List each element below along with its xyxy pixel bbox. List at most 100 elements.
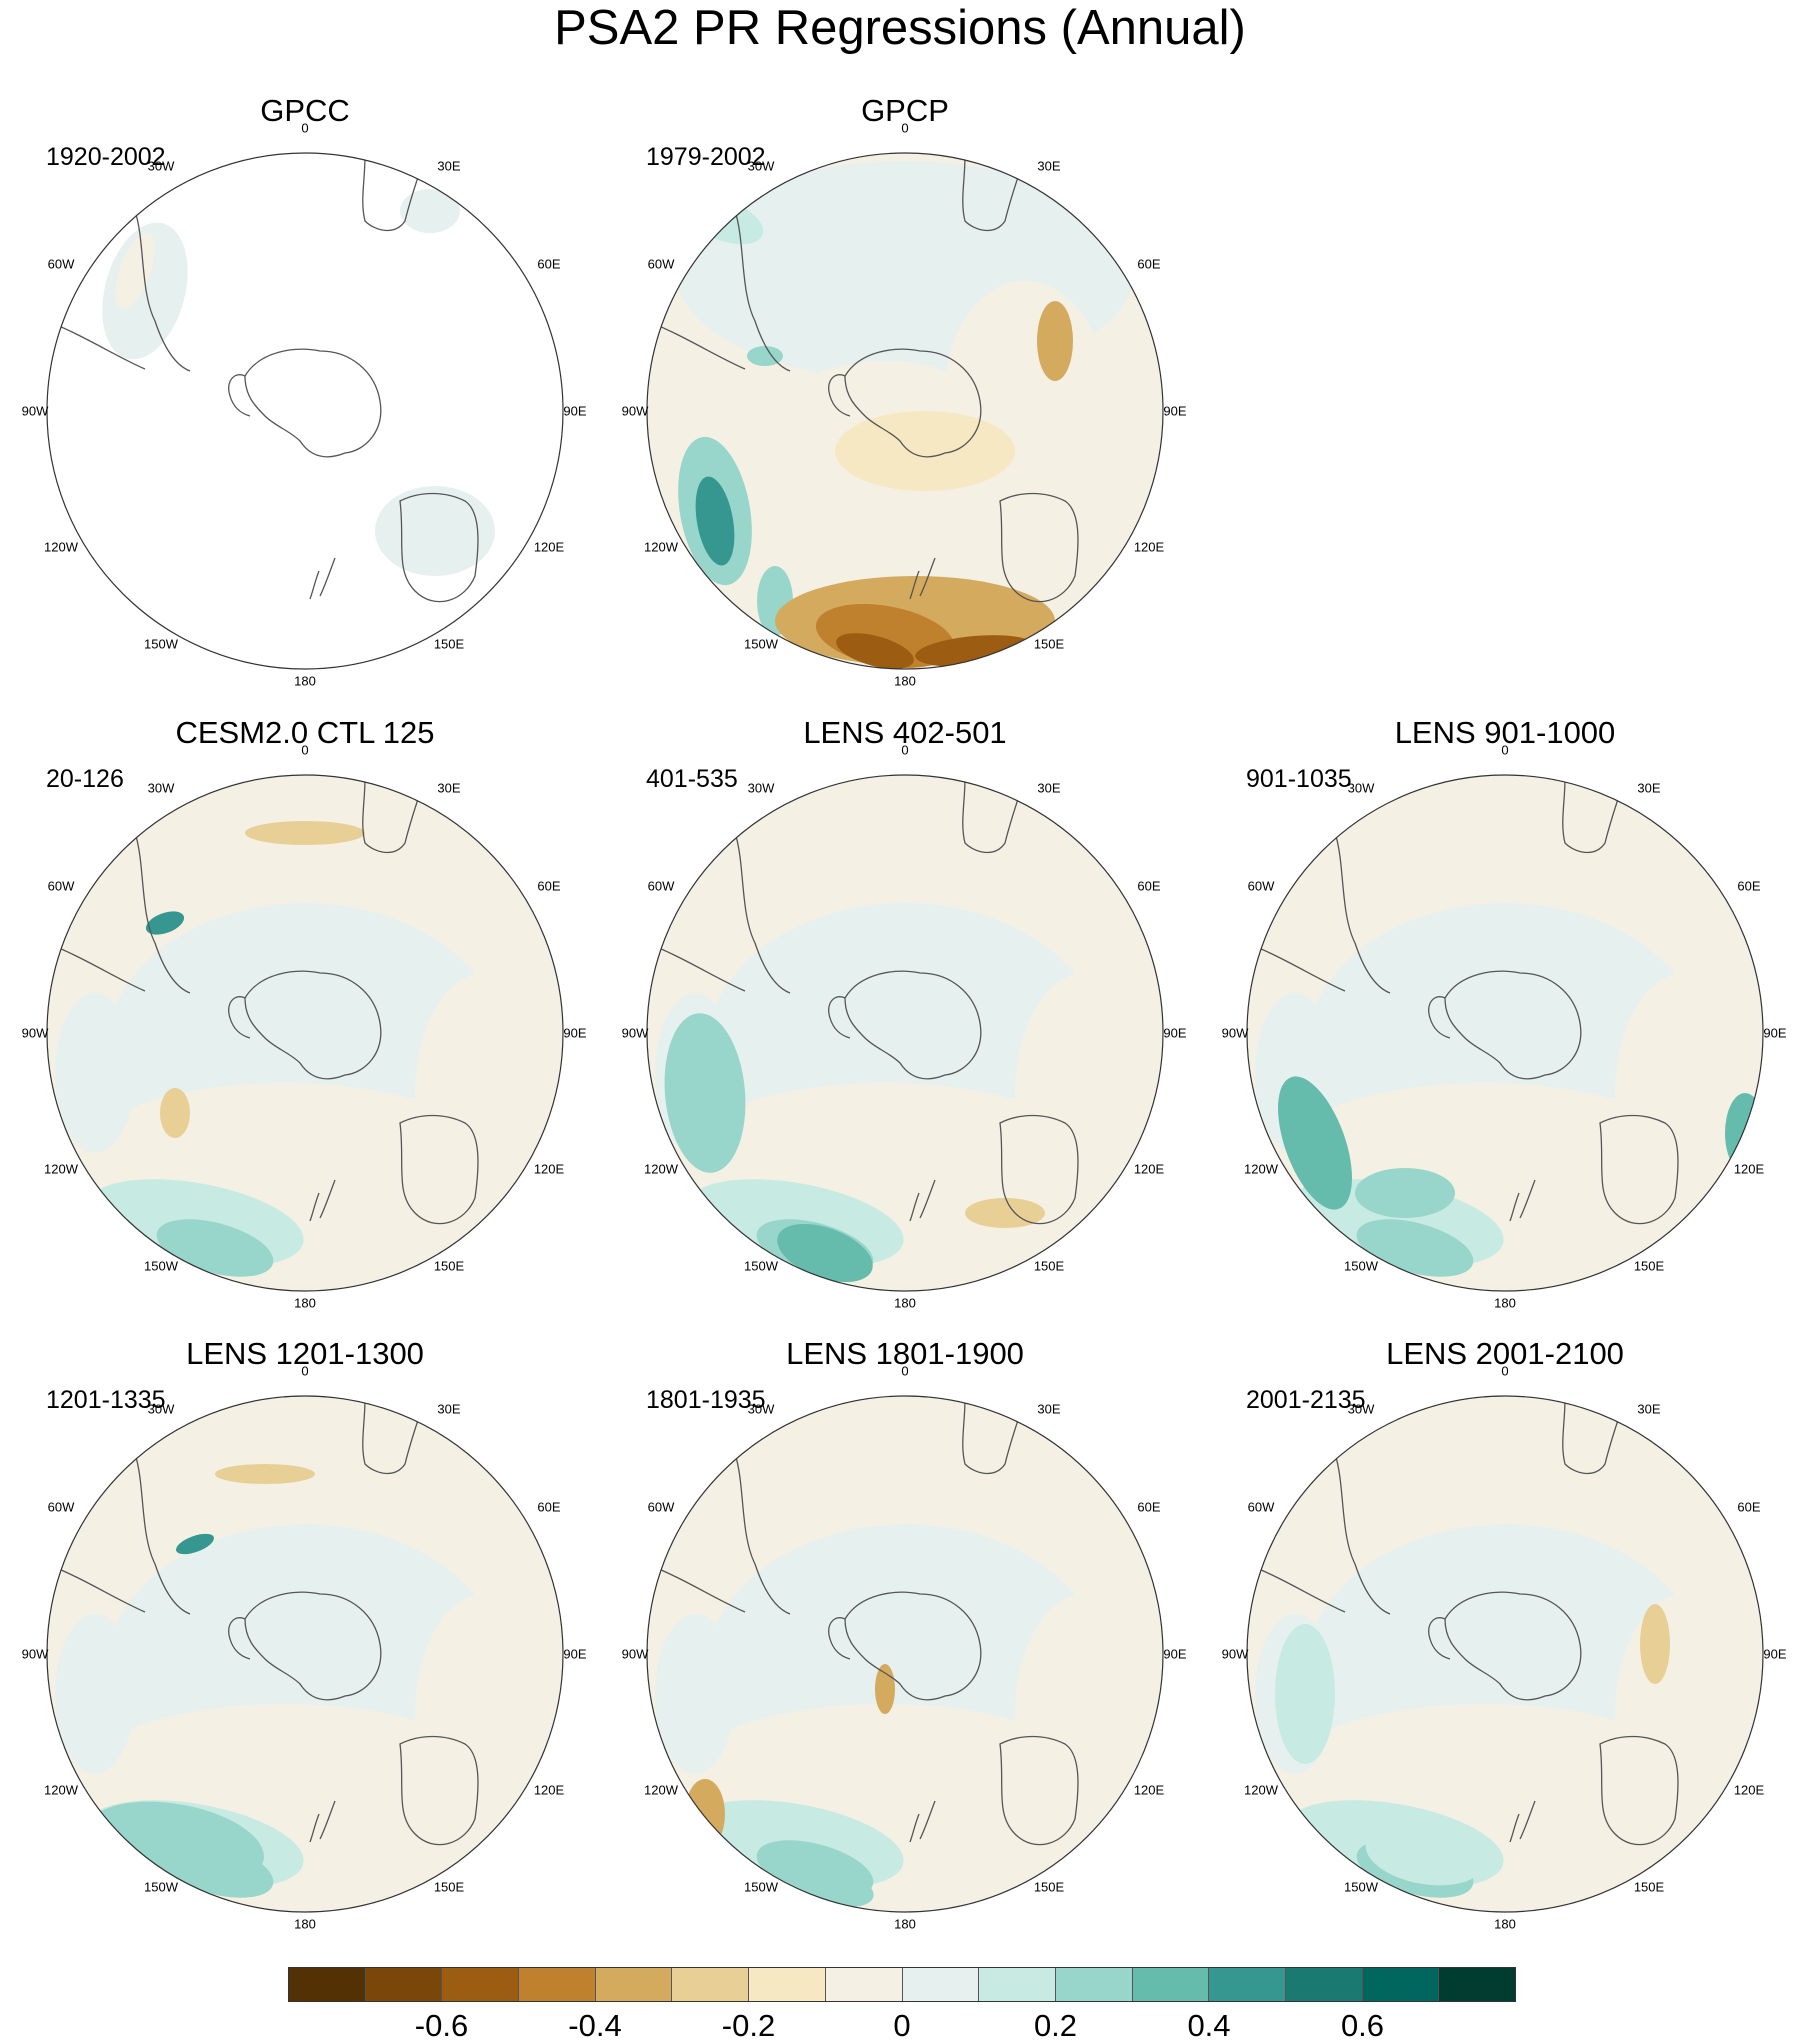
longitude-label: 60W bbox=[647, 878, 675, 894]
coastline bbox=[909, 1179, 936, 1222]
coastline bbox=[1562, 1398, 1621, 1475]
panel-title: GPCC bbox=[260, 93, 350, 128]
coastline bbox=[1599, 1114, 1679, 1225]
longitude-label: 90E bbox=[1163, 403, 1187, 419]
shaded-region bbox=[1278, 1076, 1352, 1210]
shaded-region bbox=[245, 821, 365, 845]
coastline bbox=[999, 1114, 1079, 1225]
longitude-label: 90E bbox=[563, 1646, 587, 1662]
longitude-label: 120W bbox=[644, 1782, 678, 1798]
coastline bbox=[734, 1453, 791, 1615]
coastline bbox=[828, 1617, 851, 1660]
coastline bbox=[734, 832, 791, 994]
colorbar-tick-label: -0.2 bbox=[721, 2008, 776, 2043]
longitude-label: 150W bbox=[144, 1258, 178, 1274]
shaded-region bbox=[75, 775, 535, 953]
shaded-region bbox=[1275, 775, 1735, 953]
colorbar-swatch bbox=[1284, 1968, 1362, 2001]
longitude-label: 60W bbox=[47, 256, 75, 272]
longitude-label: 0 bbox=[301, 120, 309, 136]
longitude-label: 0 bbox=[1501, 742, 1509, 758]
polar-map bbox=[646, 152, 1164, 670]
longitude-label: 0 bbox=[901, 742, 909, 758]
longitude-label: 120E bbox=[533, 1782, 565, 1798]
longitude-label: 150E bbox=[433, 1879, 465, 1895]
polar-map bbox=[646, 774, 1164, 1292]
polar-map bbox=[646, 1395, 1164, 1913]
longitude-label: 120W bbox=[44, 1782, 78, 1798]
shaded-region bbox=[75, 1396, 535, 1574]
coastline bbox=[962, 1398, 1021, 1475]
map-field bbox=[647, 1396, 1163, 1912]
panel-title: LENS 1201-1300 bbox=[186, 1336, 424, 1371]
longitude-label: 90E bbox=[1763, 1646, 1787, 1662]
colorbar-swatch bbox=[901, 1968, 979, 2001]
map-field bbox=[47, 153, 563, 669]
longitude-label: 90E bbox=[1163, 1646, 1187, 1662]
shaded-region bbox=[1037, 301, 1073, 381]
coastline bbox=[962, 155, 1021, 232]
polar-map bbox=[1246, 1395, 1764, 1913]
shaded-region bbox=[400, 189, 460, 233]
map-boundary bbox=[646, 774, 1164, 1292]
shaded-region bbox=[415, 973, 555, 1213]
longitude-label: 0 bbox=[301, 742, 309, 758]
colorbar bbox=[288, 1967, 1516, 2002]
shaded-region bbox=[215, 1464, 315, 1484]
coastline bbox=[399, 492, 479, 603]
longitude-label: 0 bbox=[301, 1363, 309, 1379]
longitude-label: 150W bbox=[1344, 1879, 1378, 1895]
shaded-region bbox=[1615, 1594, 1755, 1834]
coastline bbox=[1428, 996, 1451, 1039]
longitude-label: 180 bbox=[1494, 1916, 1516, 1932]
colorbar-swatch bbox=[1438, 1968, 1515, 2001]
longitude-label: 90E bbox=[1163, 1025, 1187, 1041]
longitude-label: 60E bbox=[537, 256, 561, 272]
longitude-label: 30E bbox=[437, 1401, 461, 1417]
longitude-label: 60E bbox=[537, 1499, 561, 1515]
shaded-region bbox=[1015, 1594, 1155, 1834]
map-field bbox=[47, 775, 563, 1291]
panel-title: LENS 402-501 bbox=[803, 715, 1007, 750]
longitude-label: 120W bbox=[644, 539, 678, 555]
longitude-label: 90W bbox=[21, 403, 49, 419]
colorbar-swatch bbox=[671, 1968, 749, 2001]
coastline bbox=[1599, 1735, 1679, 1846]
shaded-region bbox=[415, 1594, 555, 1834]
longitude-label: 150E bbox=[1033, 1879, 1065, 1895]
longitude-label: 90W bbox=[1221, 1646, 1249, 1662]
longitude-label: 60W bbox=[1247, 1499, 1275, 1515]
colorbar-swatch bbox=[1208, 1968, 1285, 2001]
longitude-label: 30E bbox=[437, 158, 461, 174]
panel-period-label: 401-535 bbox=[646, 765, 738, 793]
panel-title: LENS 2001-2100 bbox=[1386, 1336, 1624, 1371]
colorbar-swatch bbox=[748, 1968, 825, 2001]
longitude-label: 90W bbox=[21, 1646, 49, 1662]
coastline bbox=[1562, 777, 1621, 854]
longitude-label: 150E bbox=[1033, 1258, 1065, 1274]
map-field bbox=[1247, 1396, 1763, 1912]
coastline bbox=[844, 348, 982, 458]
coastline bbox=[228, 1617, 251, 1660]
longitude-label: 180 bbox=[294, 1295, 316, 1311]
coastline bbox=[828, 996, 851, 1039]
longitude-label: 180 bbox=[294, 673, 316, 689]
map-boundary bbox=[46, 774, 564, 1292]
longitude-label: 120E bbox=[533, 1161, 565, 1177]
shaded-region bbox=[655, 1614, 735, 1774]
longitude-label: 150W bbox=[744, 1879, 778, 1895]
panel-period-label: 1920-2002 bbox=[46, 143, 166, 171]
longitude-label: 150E bbox=[433, 636, 465, 652]
longitude-label: 30E bbox=[1037, 158, 1061, 174]
longitude-label: 120W bbox=[1244, 1782, 1278, 1798]
longitude-label: 150W bbox=[744, 636, 778, 652]
longitude-label: 60E bbox=[1737, 1499, 1761, 1515]
shaded-region bbox=[1275, 1396, 1735, 1574]
coastline bbox=[844, 970, 982, 1080]
map-boundary bbox=[46, 1395, 564, 1913]
map-boundary bbox=[646, 152, 1164, 670]
longitude-label: 60E bbox=[1137, 256, 1161, 272]
panel-title: LENS 1801-1900 bbox=[786, 1336, 1024, 1371]
coastline bbox=[134, 1453, 191, 1615]
map-field bbox=[47, 1396, 563, 1912]
